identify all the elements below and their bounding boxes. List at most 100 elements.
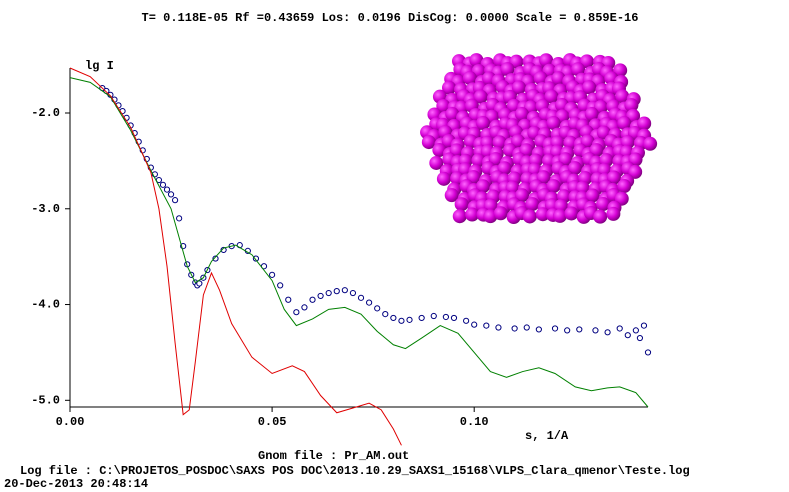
- bead: [454, 197, 469, 212]
- log-file: Log file : C:\PROJETOS_POSDOC\SAXS POS D…: [20, 464, 690, 478]
- data-point: [159, 181, 167, 188]
- bead: [546, 179, 561, 194]
- bead: [615, 89, 630, 104]
- data-point: [551, 325, 559, 332]
- bead: [493, 206, 508, 221]
- data-point: [430, 312, 437, 320]
- gnom-file: Gnom file : Pr_AM.out: [258, 449, 409, 463]
- data-point: [196, 280, 203, 287]
- bead: [617, 116, 632, 131]
- data-point: [523, 324, 530, 331]
- bead: [492, 135, 507, 150]
- bead: [564, 206, 579, 221]
- bead: [471, 153, 486, 168]
- bead: [596, 197, 611, 212]
- data-point: [471, 321, 478, 328]
- bead: [643, 136, 658, 151]
- bead: [511, 80, 526, 95]
- bead: [552, 208, 567, 223]
- y-tick-label: -4.0: [31, 298, 60, 312]
- bead: [473, 89, 488, 104]
- bead: [469, 53, 484, 68]
- bead: [476, 116, 491, 131]
- bead: [436, 171, 451, 186]
- data-point: [636, 334, 644, 342]
- y-tick-label: -5.0: [31, 393, 60, 407]
- data-point: [450, 314, 458, 322]
- data-point: [374, 305, 381, 312]
- bead: [637, 116, 652, 131]
- bead: [606, 170, 621, 185]
- data-point: [317, 292, 324, 300]
- y-tick-label: -3.0: [31, 202, 60, 216]
- x-tick-label: 0.10: [460, 415, 489, 429]
- x-tick-label: 0.00: [56, 415, 85, 429]
- bead: [535, 207, 550, 222]
- data-point: [406, 316, 413, 323]
- data-point: [442, 313, 450, 321]
- data-point: [341, 287, 348, 294]
- y-axis-label: lg I: [85, 59, 114, 73]
- data-point: [495, 324, 502, 331]
- bead: [475, 179, 490, 194]
- data-point: [511, 325, 518, 332]
- data-point: [366, 299, 373, 306]
- data-point: [285, 296, 292, 303]
- data-point: [382, 311, 389, 318]
- data-point: [564, 327, 571, 334]
- data-point: [325, 289, 332, 297]
- bead: [462, 71, 477, 86]
- data-point: [277, 282, 284, 289]
- bead: [522, 209, 537, 224]
- bead: [429, 155, 444, 170]
- data-point: [176, 215, 183, 222]
- bead: [551, 71, 566, 86]
- bead: [585, 188, 600, 203]
- data-point: [220, 246, 227, 254]
- data-point: [252, 255, 260, 262]
- data-point: [483, 322, 490, 329]
- bead: [593, 209, 608, 224]
- data-point: [349, 289, 357, 297]
- data-point: [604, 329, 611, 336]
- bead-model: [420, 53, 658, 224]
- chart-title: T= 0.118E-05 Rf =0.43659 Los: 0.0196 Dis…: [142, 11, 639, 25]
- data-point: [463, 317, 470, 324]
- bead: [442, 80, 457, 95]
- y-tick-label: -2.0: [31, 106, 60, 120]
- data-point: [268, 271, 276, 278]
- bead: [567, 161, 582, 176]
- bead: [500, 62, 515, 77]
- bead: [465, 207, 480, 222]
- bead: [515, 188, 530, 203]
- bead: [617, 179, 632, 194]
- bead: [436, 98, 451, 113]
- bead: [546, 116, 561, 130]
- data-point: [624, 332, 631, 339]
- data-point: [632, 327, 639, 334]
- bead: [445, 107, 460, 122]
- bead: [624, 98, 639, 113]
- bead: [533, 71, 548, 86]
- data-point: [390, 314, 397, 322]
- bead: [606, 206, 621, 221]
- data-point: [357, 294, 365, 301]
- bead: [582, 80, 597, 95]
- x-axis-label: s, 1/A: [525, 429, 569, 443]
- data-point: [644, 349, 652, 356]
- bead: [421, 135, 436, 150]
- data-point: [418, 314, 425, 322]
- x-tick-label: 0.05: [258, 415, 287, 429]
- data-point: [167, 191, 175, 198]
- data-point: [293, 309, 300, 316]
- data-point: [592, 327, 599, 334]
- data-point: [535, 326, 542, 333]
- data-point: [171, 197, 179, 204]
- bead: [514, 107, 529, 122]
- data-point: [212, 255, 219, 262]
- data-point: [309, 296, 316, 303]
- data-point: [398, 317, 405, 324]
- curve: [69, 67, 402, 446]
